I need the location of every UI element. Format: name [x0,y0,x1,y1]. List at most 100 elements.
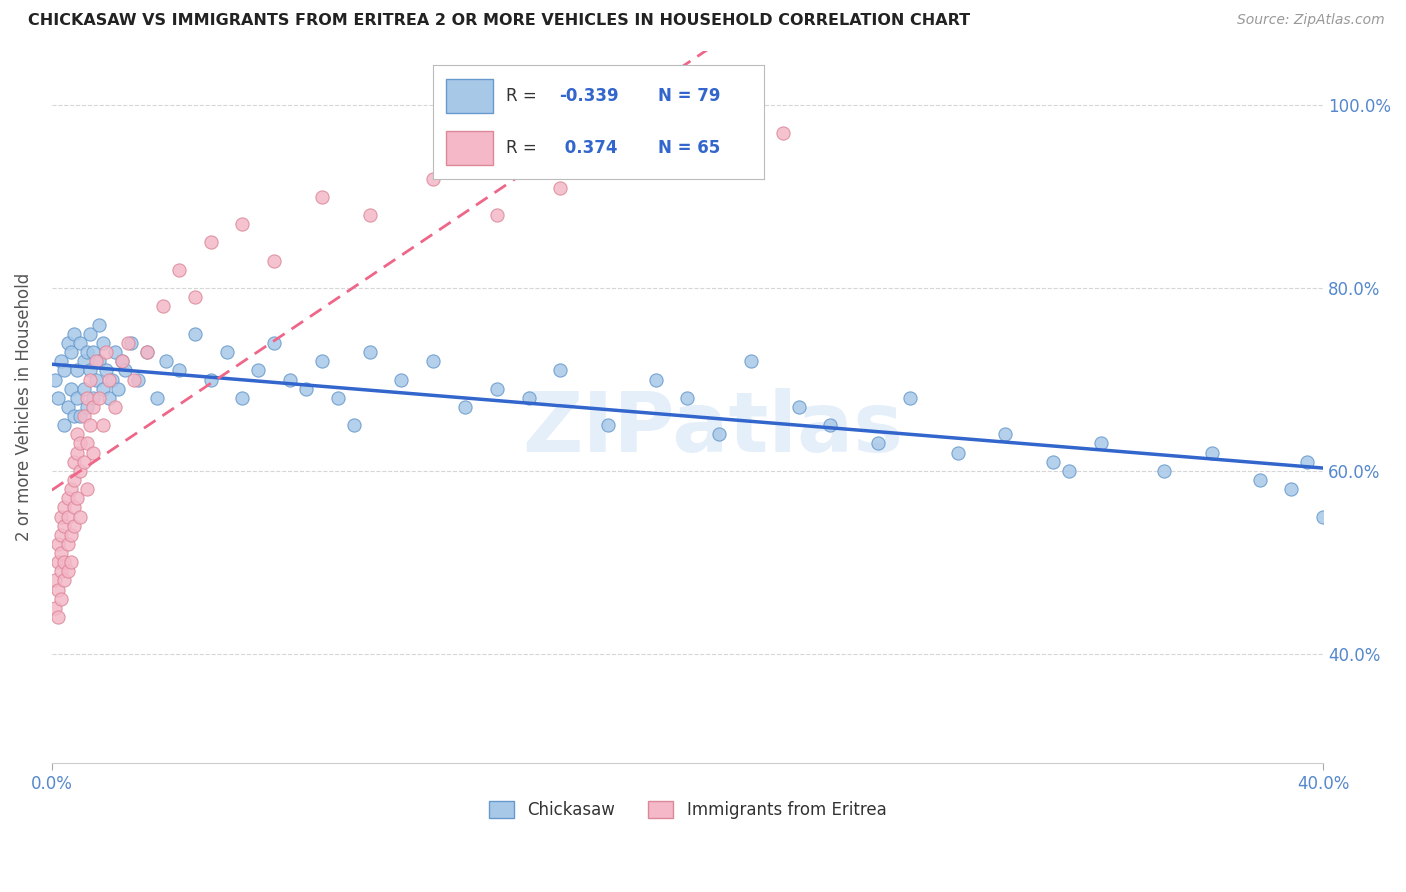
Point [389,372,412,386]
Point [53,574,76,588]
Point [97,391,120,405]
Point [454,400,477,414]
Point [53,518,76,533]
Point [89,354,111,368]
Point [1296,455,1319,469]
Point [200,372,222,386]
Point [343,418,366,433]
Point [69,335,91,350]
Point [46,582,69,597]
Point [485,208,508,222]
Point [101,372,124,386]
Point [72,382,94,396]
Point [644,372,666,386]
Point [59,345,82,359]
Point [79,326,101,341]
Point [89,318,111,332]
Point [136,345,159,359]
Point [1042,455,1064,469]
Point [596,418,619,433]
Point [359,208,381,222]
Point [66,391,89,405]
Point [676,144,699,158]
Point [53,363,76,377]
Point [94,363,117,377]
Point [613,162,636,177]
Point [136,345,159,359]
Point [359,345,381,359]
Point [1312,509,1334,524]
Point [63,409,86,423]
Point [263,335,285,350]
Point [111,354,134,368]
Point [44,600,66,615]
Point [66,363,89,377]
Point [69,509,91,524]
Point [66,491,89,506]
Point [787,400,810,414]
Point [56,491,79,506]
Point [167,363,190,377]
Point [311,190,333,204]
Point [517,391,540,405]
Point [51,591,73,606]
Point [97,372,120,386]
Point [82,391,104,405]
Point [200,235,222,250]
Point [295,382,318,396]
Point [278,372,301,386]
Point [69,464,91,478]
Point [91,418,114,433]
Point [63,473,86,487]
Point [79,418,101,433]
Point [51,546,73,560]
Point [56,400,79,414]
Y-axis label: 2 or more Vehicles in Household: 2 or more Vehicles in Household [15,273,32,541]
Point [127,372,149,386]
Text: Source: ZipAtlas.com: Source: ZipAtlas.com [1237,13,1385,28]
Point [215,345,238,359]
Point [51,509,73,524]
Point [311,354,333,368]
Point [263,253,285,268]
Legend: Chickasaw, Immigrants from Eritrea: Chickasaw, Immigrants from Eritrea [482,795,893,826]
Point [46,391,69,405]
Point [111,354,134,368]
Point [79,363,101,377]
Point [184,326,207,341]
Text: CHICKASAW VS IMMIGRANTS FROM ERITREA 2 OR MORE VEHICLES IN HOUSEHOLD CORRELATION: CHICKASAW VS IMMIGRANTS FROM ERITREA 2 O… [28,13,970,29]
Point [1153,464,1175,478]
Point [84,372,107,386]
Point [1279,482,1302,496]
Point [114,363,136,377]
Point [44,372,66,386]
Point [59,555,82,569]
Point [740,354,762,368]
Point [676,391,699,405]
Point [868,436,890,450]
Point [772,126,794,140]
Point [231,391,253,405]
Point [145,391,167,405]
Point [946,445,969,459]
Point [898,391,921,405]
Point [152,300,174,314]
Point [59,528,82,542]
Point [46,537,69,551]
Point [53,500,76,515]
Point [167,263,190,277]
Point [422,354,444,368]
Point [56,335,79,350]
Point [550,363,572,377]
Point [46,555,69,569]
Point [63,326,86,341]
Point [231,217,253,231]
Point [69,436,91,450]
Point [184,290,207,304]
Point [326,391,349,405]
Point [46,610,69,624]
Point [91,335,114,350]
Point [76,391,98,405]
Point [82,400,104,414]
Point [422,171,444,186]
